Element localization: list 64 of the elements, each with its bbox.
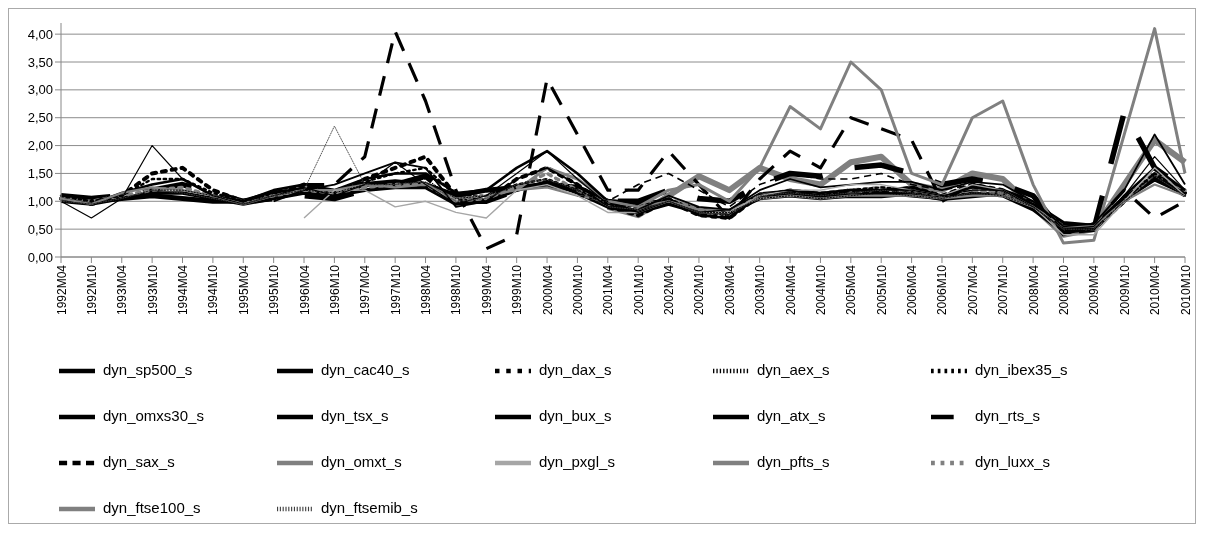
legend-label: dyn_aex_s [757,361,830,379]
y-tick-label: 2,50 [27,110,53,126]
x-tick-label: 2003M10 [753,264,768,316]
x-tick-label: 1993M04 [115,264,130,316]
y-tick-label: 2,00 [27,138,53,154]
y-tick-label: 0,00 [27,249,53,265]
x-tick-label: 1998M10 [449,264,464,316]
legend-label: dyn_pfts_s [757,453,830,471]
legend-label: dyn_ftse100_s [103,499,201,517]
y-tick-label: 3,50 [27,54,53,70]
x-tick-label: 1992M04 [54,264,69,316]
legend-label: dyn_dax_s [539,361,612,379]
x-tick-label: 2002M04 [662,264,677,316]
y-tick-label: 3,00 [27,82,53,98]
x-tick-label: 2004M04 [783,264,798,316]
x-tick-label: 2008M10 [1057,264,1072,316]
y-tick-label: 4,00 [27,26,53,42]
legend-label: dyn_rts_s [975,407,1041,425]
x-tick-label: 1999M10 [510,264,525,316]
x-tick-label: 2009M10 [1117,264,1132,316]
x-tick-label: 2005M10 [874,264,889,316]
legend-label: dyn_cac40_s [321,361,410,379]
x-tick-label: 1995M04 [236,264,251,316]
legend-label: dyn_luxx_s [975,453,1051,471]
x-tick-label: 2001M10 [631,264,646,316]
x-tick-label: 2001M04 [601,264,616,316]
y-tick-label: 1,50 [27,166,53,182]
x-tick-label: 2005M04 [844,264,859,316]
x-tick-label: 2009M04 [1087,264,1102,316]
legend-label: dyn_pxgl_s [539,453,615,471]
x-tick-label: 1994M04 [176,264,191,316]
x-tick-label: 1999M04 [479,264,494,316]
x-tick-label: 1993M10 [145,264,160,316]
legend-label: dyn_bux_s [539,407,612,425]
x-tick-label: 2003M04 [722,264,737,316]
x-tick-label: 2006M04 [905,264,920,316]
x-tick-label: 1992M10 [84,264,99,316]
x-tick-label: 1996M04 [297,264,312,316]
legend-label: dyn_sax_s [103,453,175,471]
x-tick-label: 1997M10 [388,264,403,316]
y-tick-label: 1,00 [27,193,53,209]
legend-label: dyn_tsx_s [321,407,389,425]
x-tick-label: 2006M10 [935,264,950,316]
x-tick-label: 2010M10 [1178,264,1193,316]
x-tick-label: 2007M04 [965,264,980,316]
x-tick-label: 2008M04 [1026,264,1041,316]
x-tick-label: 2007M10 [996,264,1011,316]
x-tick-label: 2000M10 [570,264,585,316]
x-tick-label: 1995M10 [267,264,282,316]
legend-label: dyn_ftsemib_s [321,499,418,517]
x-tick-label: 2002M10 [692,264,707,316]
y-tick-label: 0,50 [27,221,53,237]
x-tick-label: 1994M10 [206,264,221,316]
x-tick-label: 1997M04 [358,264,373,316]
x-tick-label: 2010M04 [1148,264,1163,316]
legend-label: dyn_sp500_s [103,361,193,379]
legend-label: dyn_ibex35_s [975,361,1068,379]
legend-label: dyn_atx_s [757,407,826,425]
x-tick-label: 2000M04 [540,264,555,316]
legend-label: dyn_omxs30_s [103,407,204,425]
legend-label: dyn_omxt_s [321,453,402,471]
x-tick-label: 1998M04 [419,264,434,316]
x-tick-label: 2004M10 [813,264,828,316]
x-tick-label: 1996M10 [327,264,342,316]
